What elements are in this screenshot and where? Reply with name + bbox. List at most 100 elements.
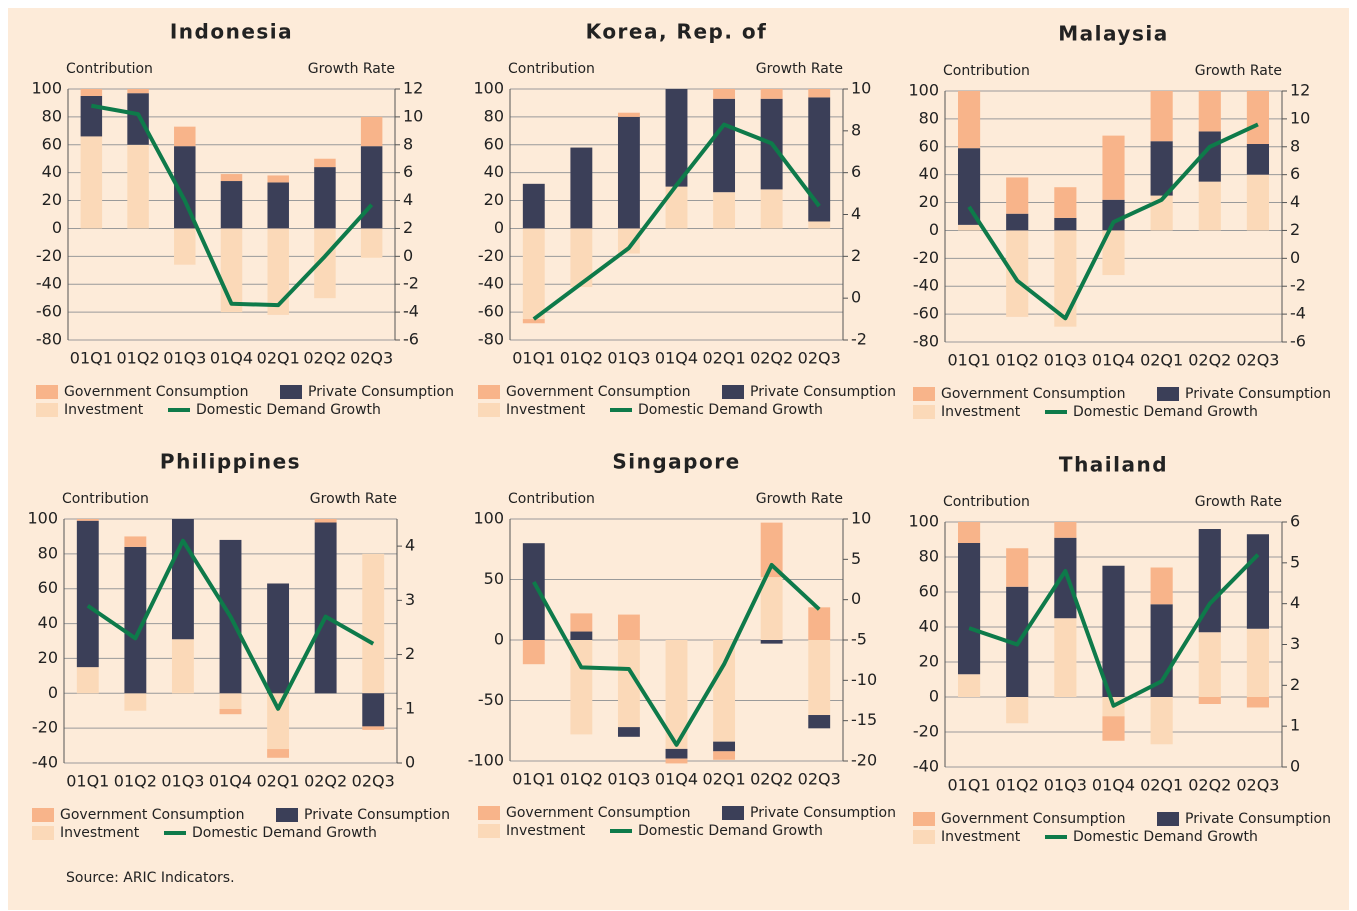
x-tick-label: 02Q2 bbox=[750, 770, 793, 789]
y-tick-label: 60 bbox=[38, 578, 58, 597]
bar-segment bbox=[1006, 697, 1029, 724]
y2-tick-label: 5 bbox=[851, 549, 861, 568]
legend-label: Domestic Demand Growth bbox=[638, 823, 823, 839]
y2-tick-label: 2 bbox=[851, 246, 861, 265]
bar-segment bbox=[957, 148, 981, 225]
x-tick-label: 01Q1 bbox=[66, 772, 109, 791]
y-tick-label: 60 bbox=[919, 136, 939, 155]
x-tick-label: 01Q3 bbox=[1044, 776, 1087, 795]
y2-tick-label: 2 bbox=[405, 644, 415, 663]
bar-segment bbox=[76, 519, 99, 521]
y-tick-label: -60 bbox=[478, 302, 504, 321]
bar-segment bbox=[314, 167, 336, 229]
legend-label: Investment bbox=[506, 402, 586, 418]
bar-segment bbox=[1102, 199, 1125, 231]
x-tick-label: 01Q1 bbox=[512, 770, 555, 789]
y-tick-label: 0 bbox=[494, 218, 504, 237]
bar-segment bbox=[1150, 91, 1173, 142]
bar-segment bbox=[124, 536, 147, 547]
y2-tick-label: 12 bbox=[1290, 81, 1310, 100]
y-tick-label: 60 bbox=[919, 582, 939, 601]
bar-segment bbox=[1246, 143, 1270, 175]
y2-tick-label: -20 bbox=[851, 751, 877, 770]
legend-swatch bbox=[722, 385, 744, 399]
bar-segment bbox=[76, 520, 99, 668]
legend-line bbox=[610, 408, 632, 412]
bar-segment bbox=[124, 693, 147, 711]
legend-swatch bbox=[478, 824, 500, 838]
bar-segment bbox=[570, 147, 593, 229]
bar-segment bbox=[362, 726, 385, 730]
y-tick-label: -100 bbox=[468, 751, 504, 770]
bar-segment bbox=[1054, 537, 1077, 619]
y-tick-label: 0 bbox=[929, 687, 939, 706]
y2-tick-label: -2 bbox=[851, 330, 867, 349]
bar-segment bbox=[522, 640, 545, 665]
x-tick-label: 02Q2 bbox=[750, 349, 793, 368]
bar-segment bbox=[570, 228, 593, 288]
bar-segment bbox=[570, 640, 593, 735]
bar-segment bbox=[1006, 230, 1029, 317]
x-tick-label: 01Q2 bbox=[996, 776, 1039, 795]
bar-segment bbox=[220, 174, 243, 182]
y2-tick-label: 4 bbox=[405, 536, 415, 555]
bar-segment bbox=[522, 319, 545, 324]
bar-segment bbox=[1246, 174, 1270, 231]
growth-line bbox=[967, 122, 1259, 321]
bar-segment bbox=[1054, 522, 1077, 538]
legend-label: Government Consumption bbox=[64, 384, 248, 400]
legend-label: Investment bbox=[60, 825, 140, 841]
y2-tick-label: 0 bbox=[405, 753, 415, 772]
bar-segment bbox=[522, 228, 545, 320]
bar-segment bbox=[174, 126, 196, 147]
y-tick-label: 20 bbox=[919, 192, 939, 211]
y2-tick-label: 6 bbox=[1290, 512, 1300, 531]
bar-segment bbox=[360, 116, 383, 147]
bar-segment bbox=[957, 543, 981, 675]
bar-segment bbox=[808, 715, 831, 729]
legend-label: Domestic Demand Growth bbox=[638, 402, 823, 418]
y2-tick-label: 8 bbox=[851, 120, 861, 139]
x-tick-label: 01Q1 bbox=[948, 776, 991, 795]
bar-segment bbox=[219, 708, 242, 715]
x-tick-label: 01Q2 bbox=[996, 351, 1039, 370]
y-tick-label: 0 bbox=[48, 683, 58, 702]
bar-segment bbox=[1054, 217, 1077, 231]
bar-segment bbox=[957, 522, 981, 543]
bar-segment bbox=[267, 175, 289, 183]
y2-tick-label: 12 bbox=[403, 79, 423, 98]
y-tick-label: -80 bbox=[913, 332, 939, 351]
bar-segment bbox=[1054, 187, 1077, 218]
bar-segment bbox=[760, 189, 783, 229]
y2-tick-label: 0 bbox=[1290, 757, 1300, 776]
y-axis-label: Contribution bbox=[943, 63, 1030, 79]
bar-segment bbox=[1102, 716, 1125, 741]
y-tick-label: 60 bbox=[42, 134, 62, 153]
y2-tick-label: 6 bbox=[1290, 164, 1300, 183]
legend-label: Domestic Demand Growth bbox=[196, 402, 381, 418]
bar-segment bbox=[665, 748, 688, 759]
y-tick-label: 80 bbox=[919, 108, 939, 127]
bar-segment bbox=[713, 89, 736, 99]
y-axis-label: Contribution bbox=[508, 491, 595, 507]
bar-segment bbox=[80, 95, 103, 137]
y2-tick-label: 10 bbox=[403, 106, 423, 125]
x-tick-label: 02Q3 bbox=[798, 770, 841, 789]
y-tick-label: 100 bbox=[473, 79, 504, 98]
y2-tick-label: 2 bbox=[1290, 220, 1300, 239]
bar-segment bbox=[665, 89, 688, 187]
y2-tick-label: 8 bbox=[403, 134, 413, 153]
x-tick-label: 02Q2 bbox=[303, 349, 346, 368]
bar-segment bbox=[760, 522, 783, 578]
bar-segment bbox=[808, 640, 831, 716]
x-tick-label: 01Q4 bbox=[1092, 351, 1135, 370]
y2-tick-label: 2 bbox=[1290, 675, 1300, 694]
y-tick-label: -20 bbox=[913, 248, 939, 267]
y-tick-label: -40 bbox=[913, 757, 939, 776]
bar-segment bbox=[665, 186, 688, 229]
bar-segment bbox=[522, 543, 545, 640]
bar-segment bbox=[314, 522, 337, 694]
chart-title: Philippines bbox=[160, 450, 301, 474]
x-tick-label: 01Q3 bbox=[161, 772, 204, 791]
